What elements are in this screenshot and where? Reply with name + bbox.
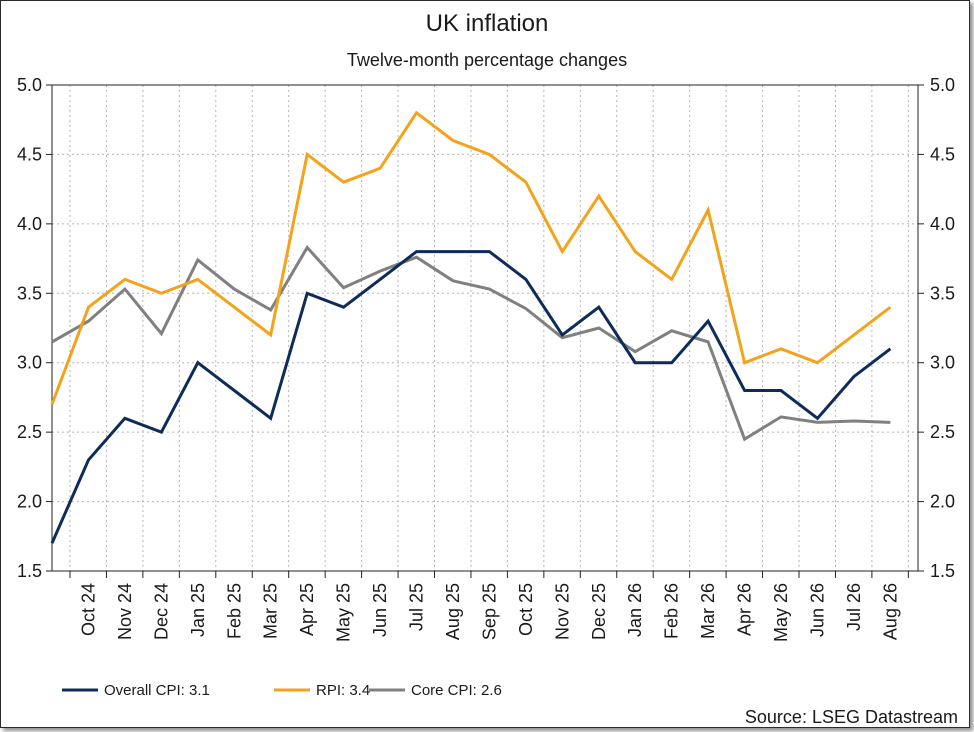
x-tick-label: Dec 24 — [151, 583, 171, 640]
x-tick-label: Aug 26 — [880, 583, 900, 640]
x-tick-label: Nov 25 — [552, 583, 572, 640]
axes: 1.5 1.5 2.0 2.0 2.5 2.5 3.0 3.0 3.5 3.5 4.0 4.0 4.5 4… — [17, 75, 955, 642]
core-cpi-line — [51, 244, 891, 442]
y-tick-label-left: 1.5 — [17, 561, 42, 581]
x-tick-label: Jun 26 — [807, 583, 827, 637]
y-tick-label-right: 3.5 — [930, 283, 955, 303]
x-tick-label: Mar 25 — [261, 583, 281, 639]
x-tick-label: Apr 26 — [735, 583, 755, 636]
x-tick-label: Jan 26 — [625, 583, 645, 637]
source-note: Source: LSEG Datastream — [745, 707, 958, 727]
y-tick-label-left: 5.0 — [17, 75, 42, 95]
legend-label-core-cpi: Core CPI: 2.6 — [411, 682, 502, 699]
x-tick-label: May 26 — [771, 583, 791, 642]
y-tick-label-right: 2.0 — [930, 492, 955, 512]
x-tick-label: Aug 25 — [443, 583, 463, 640]
y-tick-label-right: 4.5 — [930, 144, 955, 164]
chart-subtitle: Twelve-month percentage changes — [347, 50, 627, 70]
x-tick-label: Mar 26 — [698, 583, 718, 639]
rpi-line — [50, 110, 892, 405]
plot-area-border — [51, 84, 919, 572]
x-tick-label: Dec 25 — [589, 583, 609, 640]
x-tick-label: Jun 25 — [370, 583, 390, 637]
y-tick-label-left: 3.0 — [17, 353, 42, 373]
y-tick-label-left: 3.5 — [17, 283, 42, 303]
y-tick-label-right: 1.5 — [930, 561, 955, 581]
x-tick-label: Oct 24 — [78, 583, 98, 636]
series-lines — [50, 110, 892, 544]
legend-label-rpi: RPI: 3.4 — [316, 682, 370, 699]
x-tick-label: Nov 24 — [115, 583, 135, 640]
overall-cpi-line — [50, 250, 892, 544]
y-tick-label-right: 3.0 — [930, 353, 955, 373]
legend: Overall CPI: 3.1 RPI: 3.4 Core CPI: 2.6 — [62, 682, 502, 699]
x-tick-label: Feb 26 — [662, 583, 682, 639]
y-tick-label-left: 4.0 — [17, 214, 42, 234]
x-tick-label: Jul 26 — [844, 583, 864, 631]
x-tick-label: Jul 25 — [407, 583, 427, 631]
y-tick-label-right: 2.5 — [930, 422, 955, 442]
x-tick-label: Apr 25 — [297, 583, 317, 636]
grid — [52, 85, 918, 571]
legend-label-overall-cpi: Overall CPI: 3.1 — [104, 682, 210, 699]
y-tick-label-left: 2.0 — [17, 492, 42, 512]
x-tick-label: Oct 25 — [516, 583, 536, 636]
y-tick-label-left: 2.5 — [17, 422, 42, 442]
x-tick-label: Sep 25 — [479, 583, 499, 640]
x-tick-label: Jan 25 — [188, 583, 208, 637]
y-tick-label-left: 4.5 — [17, 144, 42, 164]
x-tick-label: Feb 25 — [224, 583, 244, 639]
y-tick-label-right: 5.0 — [930, 75, 955, 95]
x-tick-label: May 25 — [334, 583, 354, 642]
chart-title: UK inflation — [426, 10, 549, 37]
y-tick-label-right: 4.0 — [930, 214, 955, 234]
